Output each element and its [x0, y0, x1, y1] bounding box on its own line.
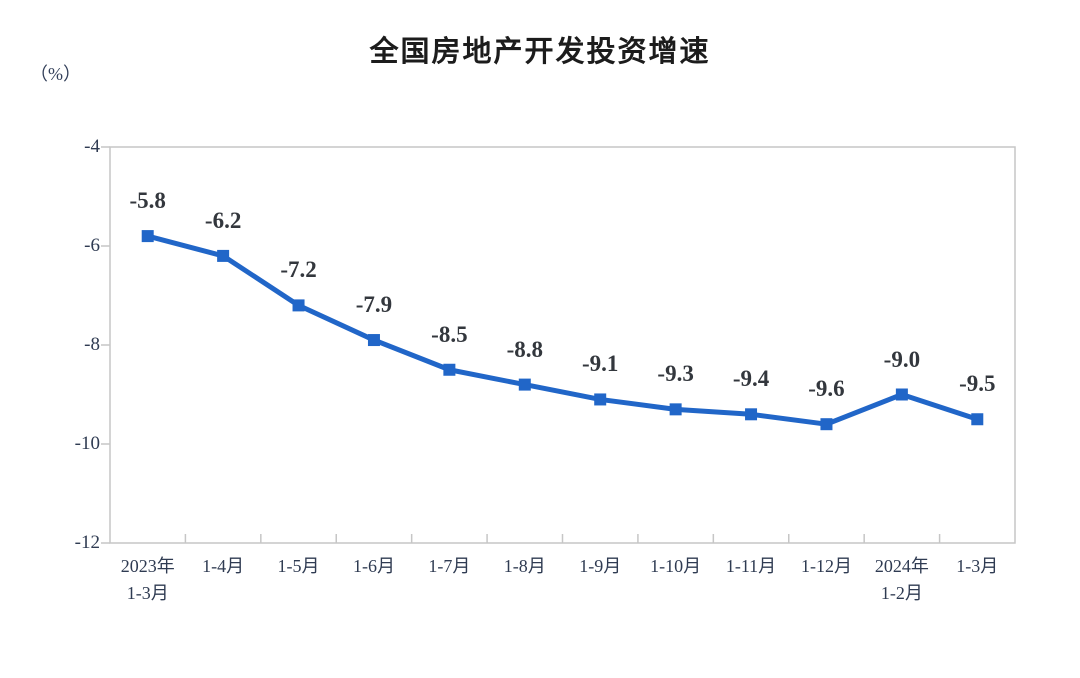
data-point-marker — [367, 334, 380, 347]
data-point-label: -9.6 — [808, 376, 845, 402]
data-point-marker — [820, 418, 833, 431]
y-axis-unit-label: （%） — [30, 64, 81, 84]
data-point-marker — [971, 413, 984, 426]
y-axis-tick-label: -10 — [74, 433, 100, 454]
x-axis-tick-label: 1-4月 — [202, 556, 245, 576]
x-axis-tick-label: 2023年 1-3月 — [120, 556, 175, 603]
data-point-label: -9.4 — [732, 366, 770, 392]
data-point-marker — [594, 393, 607, 406]
x-axis-tick-label: 1-10月 — [650, 556, 702, 576]
x-axis-tick-label: 1-6月 — [352, 556, 395, 576]
data-point-marker — [669, 403, 682, 416]
data-point-marker — [895, 388, 908, 401]
chart-title: 全国房地产开发投资增速 — [369, 36, 711, 68]
data-point-label: -8.5 — [431, 321, 468, 347]
data-point-label: -9.5 — [959, 371, 996, 397]
series-line — [145, 233, 980, 427]
x-axis-tick-label: 2024年 1-2月 — [874, 556, 929, 603]
data-point-label: -6.2 — [204, 207, 242, 233]
x-axis-tick-label: 1-11月 — [725, 556, 777, 576]
data-point-label: -8.8 — [506, 336, 543, 362]
data-point-marker — [518, 378, 531, 391]
x-axis-tick-label: 1-7月 — [428, 556, 471, 576]
data-point-marker — [292, 299, 305, 312]
y-axis-tick-label: -6 — [84, 235, 100, 256]
data-point-label: -9.1 — [581, 351, 619, 377]
x-axis-tick-label: 1-8月 — [503, 556, 546, 576]
x-axis-tick-label: 1-3月 — [956, 556, 999, 576]
data-point-marker — [745, 408, 758, 421]
x-axis-tick-label: 1-9月 — [579, 556, 622, 576]
data-point-marker — [141, 230, 154, 243]
data-point-label: -7.9 — [355, 292, 393, 318]
y-axis-tick-label: -8 — [84, 334, 100, 355]
x-axis-tick-label: 1-5月 — [277, 556, 320, 576]
data-point-marker — [217, 249, 230, 262]
data-point-label: -5.8 — [129, 188, 166, 214]
data-point-label: -9.3 — [657, 361, 694, 387]
y-axis-tick-label: -12 — [74, 532, 100, 553]
data-point-marker — [443, 363, 456, 376]
data-point-label: -7.2 — [280, 257, 317, 283]
data-point-label: -9.0 — [883, 346, 921, 372]
x-axis-tick-label: 1-12月 — [800, 556, 852, 576]
y-axis-tick-label: -4 — [84, 136, 100, 157]
